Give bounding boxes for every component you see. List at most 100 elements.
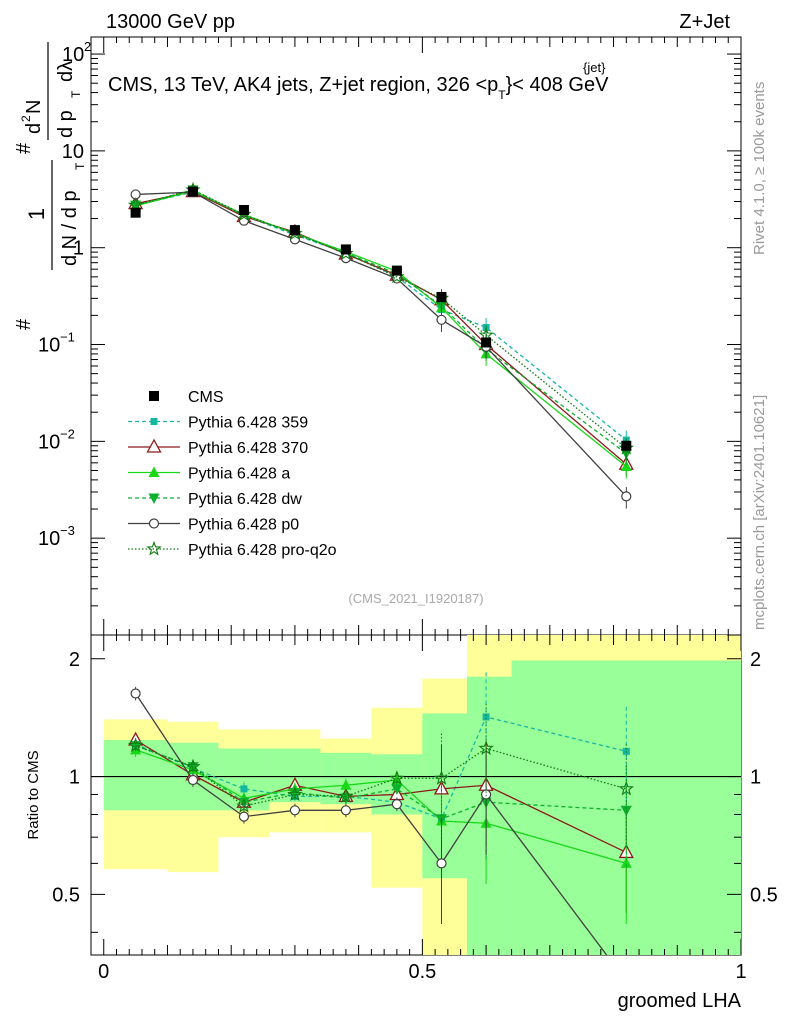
ylabel-n: N [23,100,45,114]
ratio-3-point-3 [289,788,301,799]
ratio-5-point-6 [433,770,450,785]
ratio-5-point-3 [287,786,303,801]
legend-label-0: Pythia 6.428 359 [188,415,308,432]
ratio-5-point-5 [389,770,405,785]
ratio-4-point-0 [130,688,141,699]
cms-data-point-2 [238,205,249,216]
series-2-point-8 [620,460,632,471]
ratio-4-point-1 [187,774,199,786]
legend-label-1: Pythia 6.428 370 [188,440,308,457]
cms-data-point-3 [289,225,300,236]
y-tick-label-100-exp: 2 [84,39,91,54]
ratio-4-point-7 [480,789,492,800]
series-line-5 [135,189,627,449]
legend-label-5: Pythia 6.428 pro-q2o [188,542,337,559]
ratio-4-point-4 [340,805,352,816]
ratio-tick-label-left-1: 1 [69,767,80,789]
ratio-5-point-0 [127,737,144,753]
ylabel-dlambda: dλ [55,61,77,82]
title-main: CMS, 13 TeV, AK4 jets, Z+jet region, 326… [108,74,498,96]
ylabel-hash-1: # [13,318,35,330]
ylabel-d: d [23,123,45,134]
ratio-5-point-4 [338,788,354,803]
band-green-bin-6 [422,713,467,879]
legend-label-4: Pythia 6.428 p0 [188,517,299,534]
y-tick-label-0.01-exp: −2 [60,426,75,441]
ratio-tick-label-right-2: 2 [750,649,761,671]
cms-data-point-1 [187,186,198,197]
ylabel-one: 1 [24,208,49,220]
analysis-watermark: (CMS_2021_I1920187) [348,591,483,606]
ylabel-t-sub-2: T [69,90,83,98]
ratio-uncertainty-bands [91,635,741,955]
series-4-point-8 [621,491,632,502]
ratio-4-point-5 [391,799,402,810]
legend-label-2: Pythia 6.428 a [188,466,290,483]
title-tail: }< 408 GeV [506,74,610,96]
main-series [127,181,635,509]
legend-marker-3 [148,493,160,504]
y-tick-label-100: 10 [62,44,84,66]
title-sub: T [498,88,506,102]
legend-marker-1 [146,438,162,453]
cms-data-point-4 [340,244,351,255]
ratio-axes: 0 0.5 1 0.5 0.5 1 1 2 2 [52,635,778,983]
x-tick-label-0.5: 0.5 [408,961,436,983]
y-tick-label-10: 10 [62,141,84,163]
title-sup: {jet} [583,60,606,75]
y-tick-label-0.01: 10 [38,431,60,453]
y-tick-label-0.1: 10 [38,335,60,357]
ratio-5-point-8 [618,780,635,796]
y-tick-label-0.001: 10 [38,528,60,550]
y-tick-label-0.001-exp: −3 [60,523,75,538]
legend: CMS Pythia 6.428 359 Pythia 6.428 370 Pythi… [128,389,337,559]
ratio-3-point-2 [238,797,250,809]
legend-marker-0 [150,418,158,425]
header-right: Z+Jet [679,11,730,33]
cms-data-point-7 [481,337,492,348]
legend-marker-4 [148,518,160,529]
ylabel-t-sub: T [73,162,87,170]
ratio-5-point-7 [478,740,494,755]
svg-text:CMS, 13 TeV, AK4 jets, Z+jet r: CMS, 13 TeV, AK4 jets, Z+jet region, 326… [108,74,609,102]
cms-data-point-6 [436,291,447,302]
y-axis-label: # 1 d N / d p T # d 2 N d p T dλ [13,42,87,330]
header-left: 13000 GeV pp [106,11,235,33]
rivet-version-label: Rivet 4.1.0, ≥ 100k events [751,82,768,255]
ratio-tick-label-right-0.5: 0.5 [750,884,778,906]
x-tick-label-1: 1 [735,961,746,983]
ratio-2-point-4 [340,779,352,790]
ratio-tick-label-left-2: 2 [69,649,80,671]
ratio-line-5 [135,744,627,807]
ratio-4-point-2 [238,811,250,822]
ylabel-two: 2 [19,115,33,122]
ylabel-dn: d N / d p [59,190,81,266]
ratio-y-label: Ratio to CMS [25,750,42,839]
mcplots-label: mcplots.cern.ch [arXiv:2401.10621] [751,395,768,630]
ratio-0-point-2 [240,785,248,793]
ratio-0-point-7 [482,713,490,721]
chart-title: CMS, 13 TeV, AK4 jets, Z+jet region, 326… [108,60,609,102]
ratio-tick-label-right-1: 1 [750,767,761,789]
ratio-tick-label-left-0.5: 0.5 [52,884,80,906]
ratio-4-point-6 [436,858,447,869]
ratio-2-point-8 [620,857,632,868]
ratio-4-point-3 [289,805,301,816]
legend-marker-2 [148,466,160,477]
legend-label-3: Pythia 6.428 dw [188,491,302,508]
cms-data-point-8 [621,440,632,451]
band-green-bin-7 [466,676,512,955]
series-4-point-6 [436,314,447,325]
ylabel-dpt: d p [55,110,77,138]
ratio-5-point-2 [236,798,252,813]
ratio-series [127,672,635,955]
x-tick-label-0: 0 [98,961,109,983]
legend-marker-5 [146,540,162,556]
legend-label-cms: CMS [188,389,224,406]
x-axis-label: groomed LHA [618,990,742,1012]
y-tick-label-0.1-exp: −1 [60,330,75,345]
ratio-5-point-1 [185,758,201,774]
legend-marker-cms [149,391,159,401]
